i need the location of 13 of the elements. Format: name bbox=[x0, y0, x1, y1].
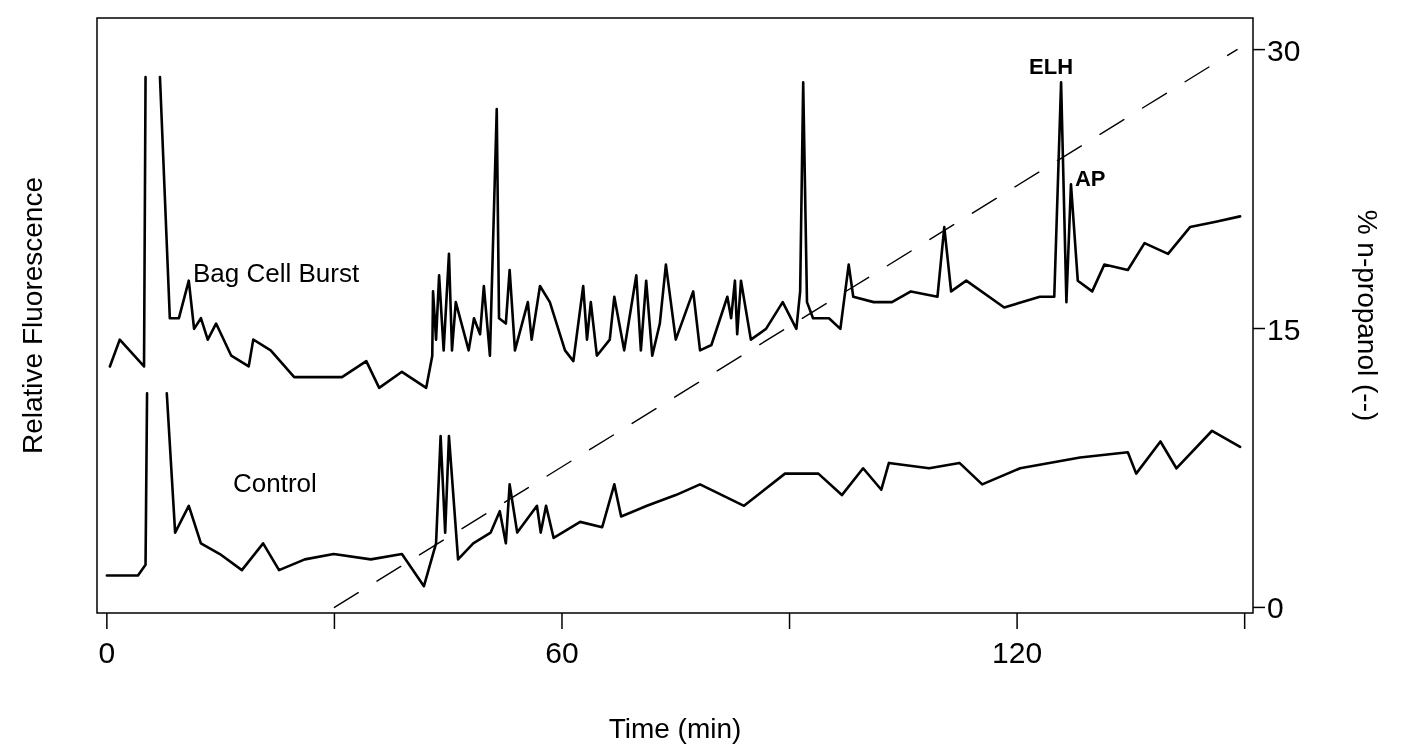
series-label: Control bbox=[233, 468, 317, 498]
y2-tick-label: 15 bbox=[1267, 312, 1301, 346]
x-axis-title: Time (min) bbox=[608, 713, 742, 744]
y-axis-title: Relative Fluorescence bbox=[17, 176, 48, 455]
y2-tick-label: 0 bbox=[1267, 591, 1284, 625]
y2-axis-title: % n-propanol (--) bbox=[1352, 209, 1383, 422]
annotation: AP bbox=[1074, 166, 1106, 192]
x-tick-label: 60 bbox=[545, 636, 579, 669]
x-tick-label: 0 bbox=[98, 636, 116, 669]
y2-tick-label: 30 bbox=[1267, 33, 1301, 67]
series-label: Bag Cell Burst bbox=[193, 258, 360, 288]
annotation: ELH bbox=[1029, 54, 1074, 80]
x-tick-label: 120 bbox=[992, 636, 1043, 669]
